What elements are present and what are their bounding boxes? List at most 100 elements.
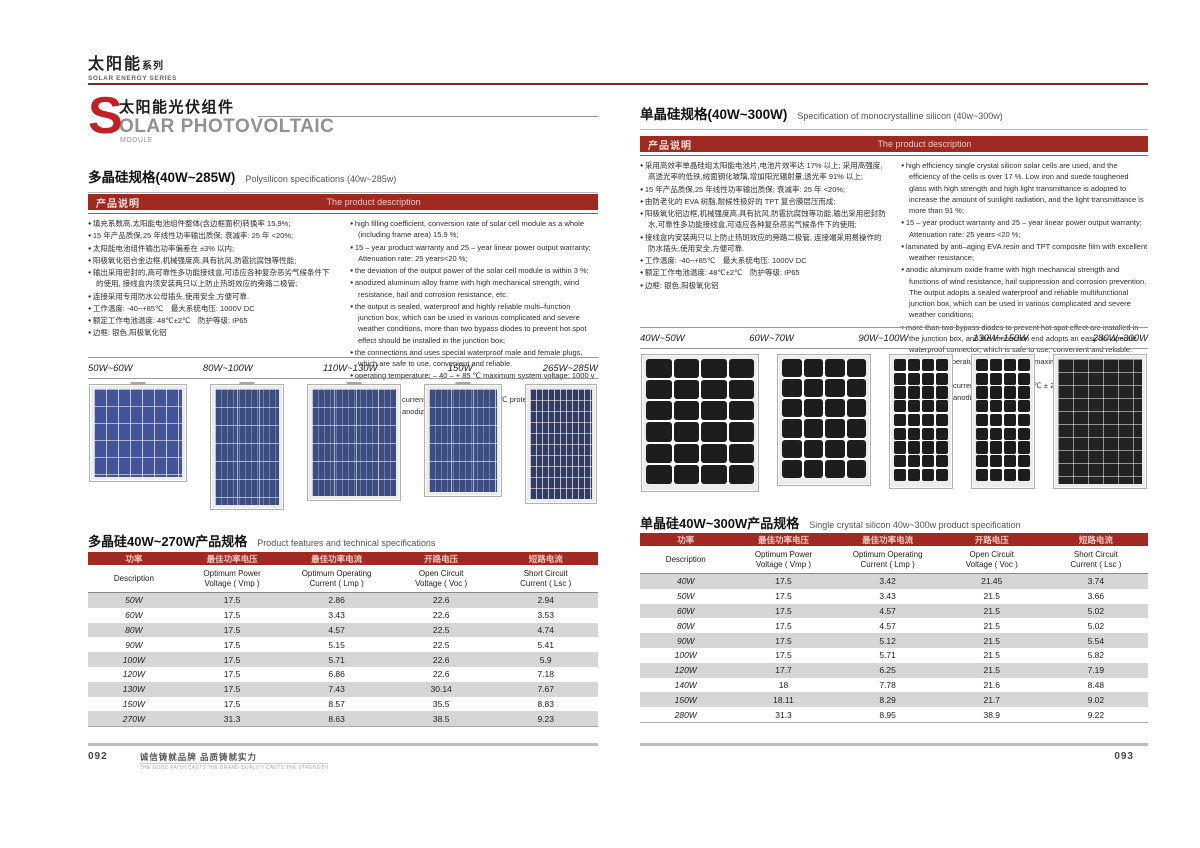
table-cell: 22.6 [432,610,450,621]
table-cell: 17.5 [223,684,241,695]
table-cell: 5.02 [1087,605,1105,616]
table-cell: 35.5 [432,698,450,709]
table-cell: 18 [778,679,789,690]
table-cell: 8.48 [1087,679,1105,690]
table-cell: 5.15 [328,639,345,650]
table-cell: 4.57 [328,624,345,635]
table-title-poly: 多晶硅40W~270W产品规格 Product features and tec… [88,534,436,549]
panel-label-band: 40W~50W 60W~70W 90W~100W 130W~150W 280W~300W [640,327,1148,349]
right-page: 单晶硅规格(40W~300W) Specification of monocry… [640,0,1148,848]
table-row: 50W 17.5 2.86 22.6 2.94 [88,593,598,608]
table-cell: 6.86 [328,669,345,680]
bullet-item: border: silver, anodized aluminum [350,406,598,417]
table-row: 130W 17.5 7.43 30.14 7.67 [88,681,598,697]
table-cell: 31.3 [223,713,241,724]
panel-label: 40W~50W [640,332,685,344]
poly-panel-50-60 [89,382,187,482]
table-cell: 3.43 [879,591,896,602]
panel-label: 280W~300W [1092,332,1148,344]
table-cell: 7.19 [1087,665,1105,676]
panel-label: 60W~70W [749,332,794,344]
footer-rule [640,743,1148,746]
table-cell: 21.5 [983,605,1001,616]
table-cell: 17.5 [775,591,792,602]
poly-panel-265-285 [525,384,597,504]
table-cell: 17.5 [775,635,792,646]
table-cell: 9.22 [1087,709,1105,720]
section-heading-mono: 单晶硅规格(40W~300W) Specification of monocry… [640,103,1148,130]
bullet-item: 太阳能电池组件输出功率偏差在 ±3% 以内; [88,243,336,254]
table-cell: 120W [122,669,145,680]
left-page: 太阳能系列 SOLAR ENERGY SERIES S 太阳能光伏组件 OLAR… [88,0,598,848]
table-row: 80W 17.5 4.57 21.5 5.02 [640,618,1148,633]
bullet-item: the connections and uses special waterpr… [350,347,598,370]
bullet-item: 边框: 银色,阳极氧化铝 [640,280,887,291]
table-cell: 4.74 [537,624,554,635]
table-cell: 3.66 [1087,591,1105,602]
table-cell: 5.82 [1087,650,1105,661]
table-header-cell: 短路电流 [528,553,563,564]
description-bar: 产品说明 The product description [88,194,598,214]
bullet-item: 采用高效率单晶硅组太阳能电池片,电池片效率达 17% 以上; 采用高强度,高透光… [640,160,887,183]
table-cell: 21.7 [983,694,1001,705]
table-cell: 17.5 [223,669,241,680]
table-body: 50W 17.5 2.86 22.6 2.94 60W 17.5 3.43 22… [88,593,598,728]
panel-images [88,382,598,524]
table-cell: 140W [674,679,697,690]
poly-panel-80-100 [210,382,284,510]
page-number: 092 [88,751,108,762]
table-cell: 22.5 [432,624,450,635]
panel-label-band: 50W~60W 80W~100W 110W~130W 150W 265W~285W [88,357,598,379]
table-cell: 17.5 [775,576,792,587]
table-header-cell: Description [113,573,154,583]
table-cell: 38.5 [432,713,450,724]
table-header-cell: Optimum Power Voltage ( Vmp ) [203,568,261,588]
bullets-cn: 填充系数高,太阳能电池组件整体(含边框面积)转换率 15.9%;15 年产品质保… [88,218,336,418]
table-cell: 22.6 [432,669,450,680]
panel-label: 90W~100W [858,332,909,344]
table-header-cell: Short Circuit Current ( Lsc ) [1070,549,1122,569]
table-cell: 17.5 [775,620,792,631]
table-cell: 8.63 [328,713,345,724]
bullet-item: 输出采用密封的,高可靠性多功能接线盒,可适应各种复杂恶劣气候条件下的使用, 接线… [88,267,336,290]
table-cell: 130W [122,684,145,695]
footer-right: 093 [640,751,1148,762]
description-bar: 产品说明 The product description [640,136,1148,156]
table-cell: 8.29 [879,694,896,705]
table-cell: 100W [122,654,145,665]
table-cell: 38.9 [983,709,1001,720]
table-cell: 60W [676,605,695,616]
title-initial: S [88,87,123,145]
mono-panel-60-70 [777,354,871,486]
table-header-cell: 功率 [677,534,695,545]
table-cell: 22.6 [432,595,450,606]
table-cell: 280W [674,709,697,720]
title-rule [258,116,598,117]
footer-rule [88,743,598,746]
bullet-item: 连接采用专用防水公母插头,使用安全,方便可靠. [88,291,336,302]
table-header-en: Description Optimum Power Voltage ( Vmp )… [88,565,598,593]
table-cell: 8.95 [879,709,896,720]
module-title-block: S 太阳能光伏组件 OLAR PHOTOVOLTAIC MODULE [88,90,598,156]
table-cell: 21.5 [983,650,1001,661]
bullet-item: 工作温度: -40~+85℃ 最大系统电压: 1000V DC [88,303,336,314]
mono-panel-40-50 [641,354,759,492]
table-cell: 21.45 [981,576,1003,587]
mono-panel-90-100 [889,354,953,489]
bullet-item: 额定工作电池温度: 48℃±2℃ 防护等级: IP65 [88,315,336,326]
table-cell: 6.25 [879,665,896,676]
table-row: 50W 17.5 3.43 21.5 3.66 [640,589,1148,604]
table-cell: 8.57 [328,698,345,709]
table-cell: 5.71 [879,650,896,661]
table-cell: 17.5 [775,605,792,616]
table-cell: 60W [125,610,143,621]
table-header-cell: Optimum Operating Current ( Lmp ) [301,568,372,588]
table-cell: 90W [125,639,143,650]
table-cell: 5.12 [879,635,896,646]
table-header-cell: 开路电压 [424,553,459,564]
panel-label: 50W~60W [88,362,133,374]
bullet-item: anodized aluminum alloy frame with high … [350,277,598,300]
table-header-cell: Open Circuit Voltage ( Voc ) [965,549,1018,569]
table-cell: 17.5 [223,610,241,621]
